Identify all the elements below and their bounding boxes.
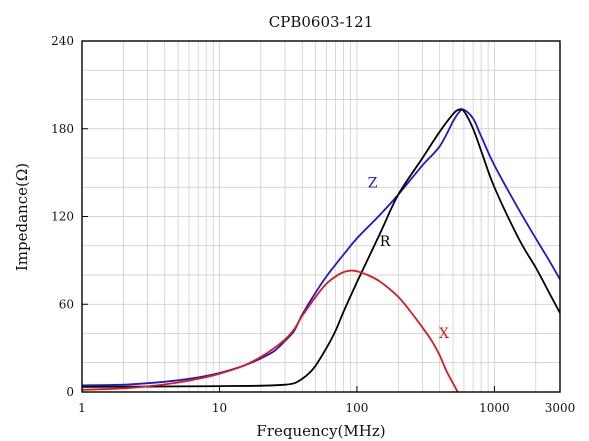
series-lines bbox=[81, 108, 561, 393]
y-axis-label: Impedance(Ω) bbox=[13, 163, 31, 271]
series-line-x bbox=[81, 269, 459, 393]
y-tick-label: 0 bbox=[66, 385, 74, 399]
y-tick-label: 240 bbox=[51, 34, 74, 48]
y-tick-label: 180 bbox=[51, 122, 74, 136]
x-tick-label: 1 bbox=[78, 401, 86, 415]
x-tick-label: 10 bbox=[212, 401, 227, 415]
series-label-x: X bbox=[439, 326, 449, 342]
series-label-r: R bbox=[380, 234, 391, 250]
chart-title: CPB0603-121 bbox=[269, 13, 373, 31]
series-line-r bbox=[81, 108, 561, 388]
x-tick-label: 3000 bbox=[545, 401, 576, 415]
y-tick-label: 120 bbox=[51, 210, 74, 224]
x-axis-label: Frequency(MHz) bbox=[256, 422, 385, 440]
series-annotations: Z R X bbox=[368, 175, 449, 342]
x-tick-label: 1000 bbox=[479, 401, 510, 415]
series-label-z: Z bbox=[368, 175, 378, 191]
x-tick-label: 100 bbox=[345, 401, 368, 415]
grid bbox=[81, 41, 561, 392]
axis-ticks bbox=[81, 40, 561, 393]
tick-labels: 1 10 100 1000 3000 0 60 120 180 240 bbox=[51, 34, 575, 415]
y-tick-label: 60 bbox=[59, 297, 74, 311]
